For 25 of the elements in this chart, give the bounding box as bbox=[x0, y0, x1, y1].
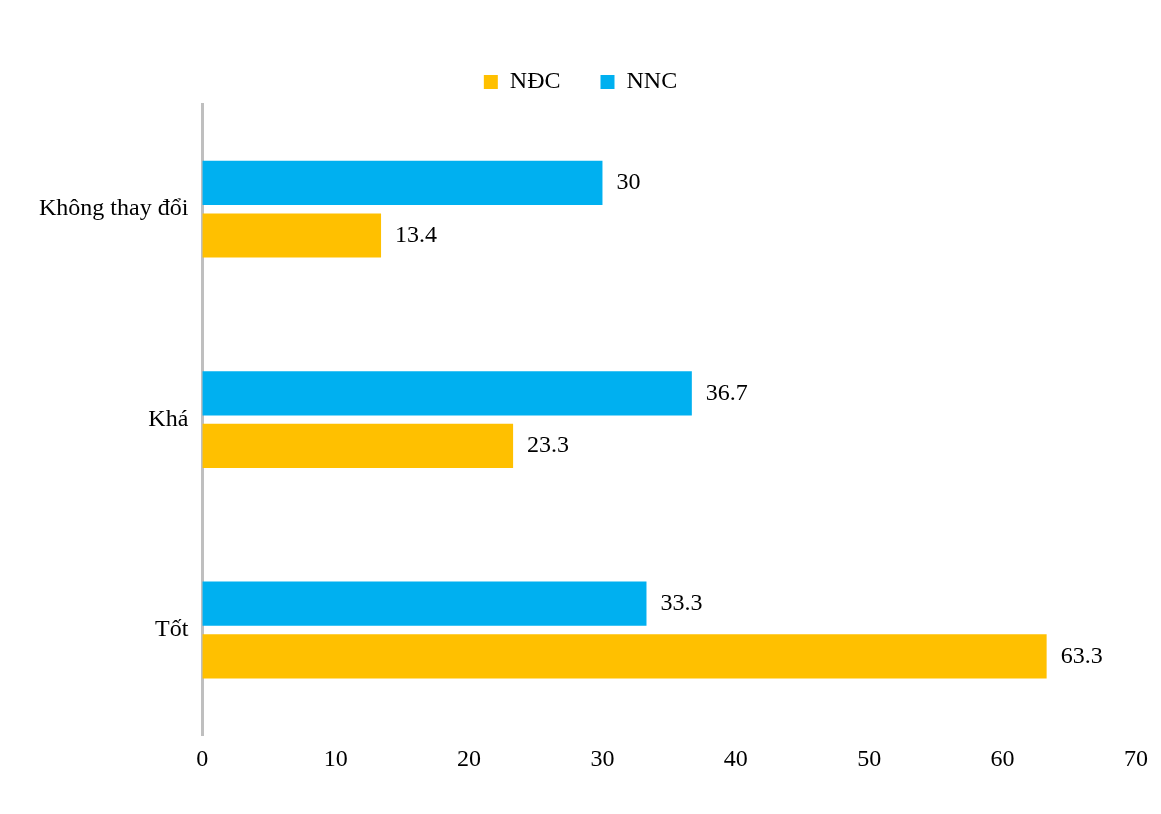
data-label: 33.3 bbox=[660, 589, 703, 615]
data-label: 36.7 bbox=[705, 378, 748, 405]
x-tick-label: 10 bbox=[323, 744, 348, 771]
data-label: 63.3 bbox=[1060, 641, 1103, 668]
bar bbox=[202, 581, 647, 626]
legend-label: NNC bbox=[626, 67, 678, 94]
legend-label: NĐC bbox=[509, 67, 561, 94]
bar bbox=[202, 634, 1047, 679]
x-tick-label: 70 bbox=[1124, 744, 1148, 771]
x-tick-label: 20 bbox=[457, 744, 482, 771]
data-label: 13.4 bbox=[395, 220, 438, 247]
x-tick-label: 40 bbox=[723, 744, 748, 771]
data-label: 23.3 bbox=[527, 431, 570, 458]
bar bbox=[202, 371, 692, 416]
data-label: 30 bbox=[616, 168, 641, 195]
x-tick-label: 60 bbox=[990, 744, 1015, 771]
bar bbox=[202, 213, 382, 258]
bar bbox=[202, 423, 514, 468]
bar bbox=[202, 160, 603, 205]
y-tick-label: Khá bbox=[148, 404, 189, 431]
y-tick-label: Tốt bbox=[154, 615, 189, 642]
x-tick-label: 0 bbox=[196, 744, 209, 771]
x-tick-label: 30 bbox=[590, 744, 615, 771]
x-tick-label: 50 bbox=[857, 744, 882, 771]
y-tick-label: Không thay đổi bbox=[38, 194, 189, 221]
